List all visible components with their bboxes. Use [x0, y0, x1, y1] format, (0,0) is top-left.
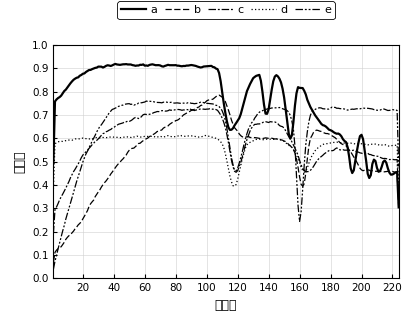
Y-axis label: 光谱値: 光谱値 — [14, 150, 27, 173]
X-axis label: 波段号: 波段号 — [215, 299, 237, 312]
Legend: a, b, c, d, e: a, b, c, d, e — [118, 1, 335, 19]
